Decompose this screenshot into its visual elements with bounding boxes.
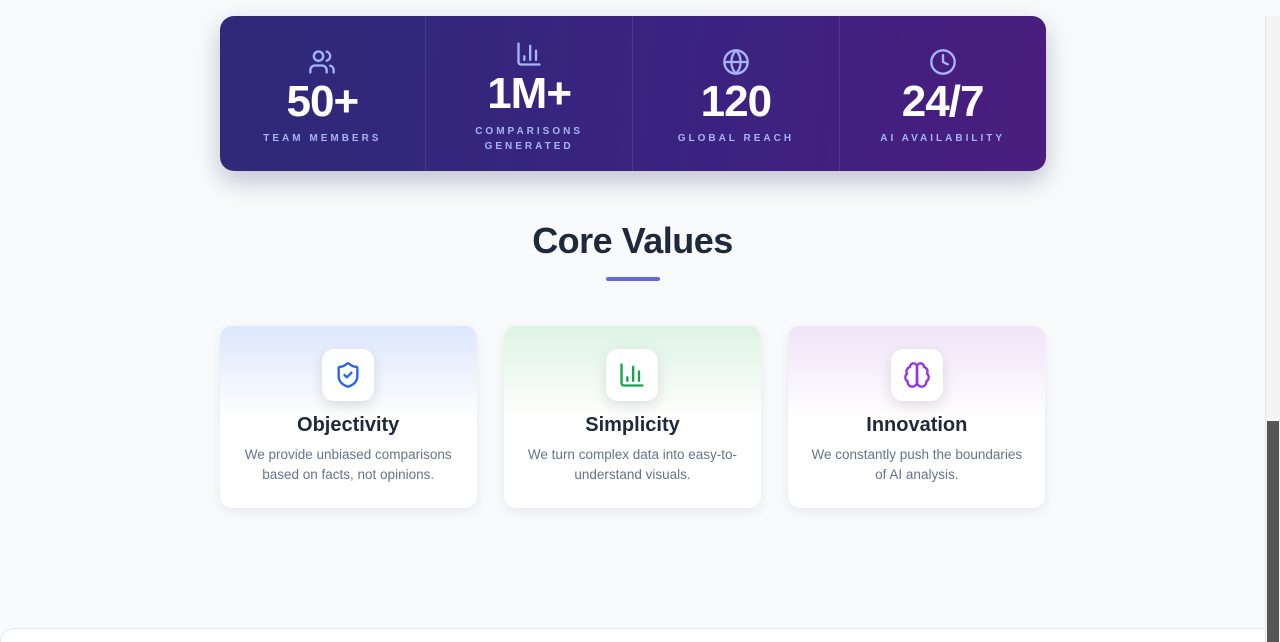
card-simplicity: Simplicity We turn complex data into eas…: [503, 326, 762, 508]
scrollbar-thumb[interactable]: [1267, 421, 1279, 642]
stat-comparisons: 1M+ Comparisons Generated: [425, 16, 632, 171]
card-title: Innovation: [866, 414, 968, 436]
card-innovation: Innovation We constantly push the bounda…: [788, 326, 1046, 508]
bar-chart-icon: [515, 39, 543, 69]
stat-team-members: 50+ Team Members: [220, 16, 426, 171]
brain-icon: [890, 349, 943, 401]
stat-global-reach: 120 Global Reach: [632, 16, 839, 171]
core-values-heading: Core Values: [532, 220, 733, 261]
card-description: We constantly push the boundaries of AI …: [811, 447, 1023, 482]
bar-chart-icon: [606, 349, 659, 401]
card-description: We provide unbiased comparisons based on…: [244, 447, 452, 482]
stat-label: Global Reach: [677, 133, 795, 145]
globe-icon: [722, 47, 750, 77]
stat-value: 50+: [286, 76, 360, 126]
core-values-cards: Objectivity We provide unbiased comparis…: [219, 326, 1046, 508]
card-title: Simplicity: [585, 414, 680, 436]
stats-banner: 50+ Team Members 1M+ Comparisons Generat…: [219, 16, 1046, 171]
stat-value: 24/7: [901, 76, 985, 126]
stat-value: 120: [700, 76, 772, 126]
stat-label: AI Availability: [880, 133, 1006, 145]
stat-label: Team Members: [263, 133, 382, 145]
users-icon: [308, 47, 336, 77]
heading-underline: [605, 277, 660, 281]
page: 50+ Team Members 1M+ Comparisons Generat…: [0, 16, 1265, 642]
card-objectivity: Objectivity We provide unbiased comparis…: [219, 326, 477, 508]
stat-availability: 24/7 AI Availability: [838, 16, 1046, 171]
stat-label: Comparisons Generated: [475, 125, 584, 152]
shield-check-icon: [322, 349, 375, 401]
card-description: We turn complex data into easy-to-unders…: [527, 447, 738, 482]
clock-icon: [929, 47, 957, 77]
footer-strip: [0, 628, 1280, 642]
card-title: Objectivity: [297, 414, 400, 436]
stat-value: 1M+: [487, 69, 572, 119]
scrollbar-track[interactable]: [1265, 16, 1280, 642]
